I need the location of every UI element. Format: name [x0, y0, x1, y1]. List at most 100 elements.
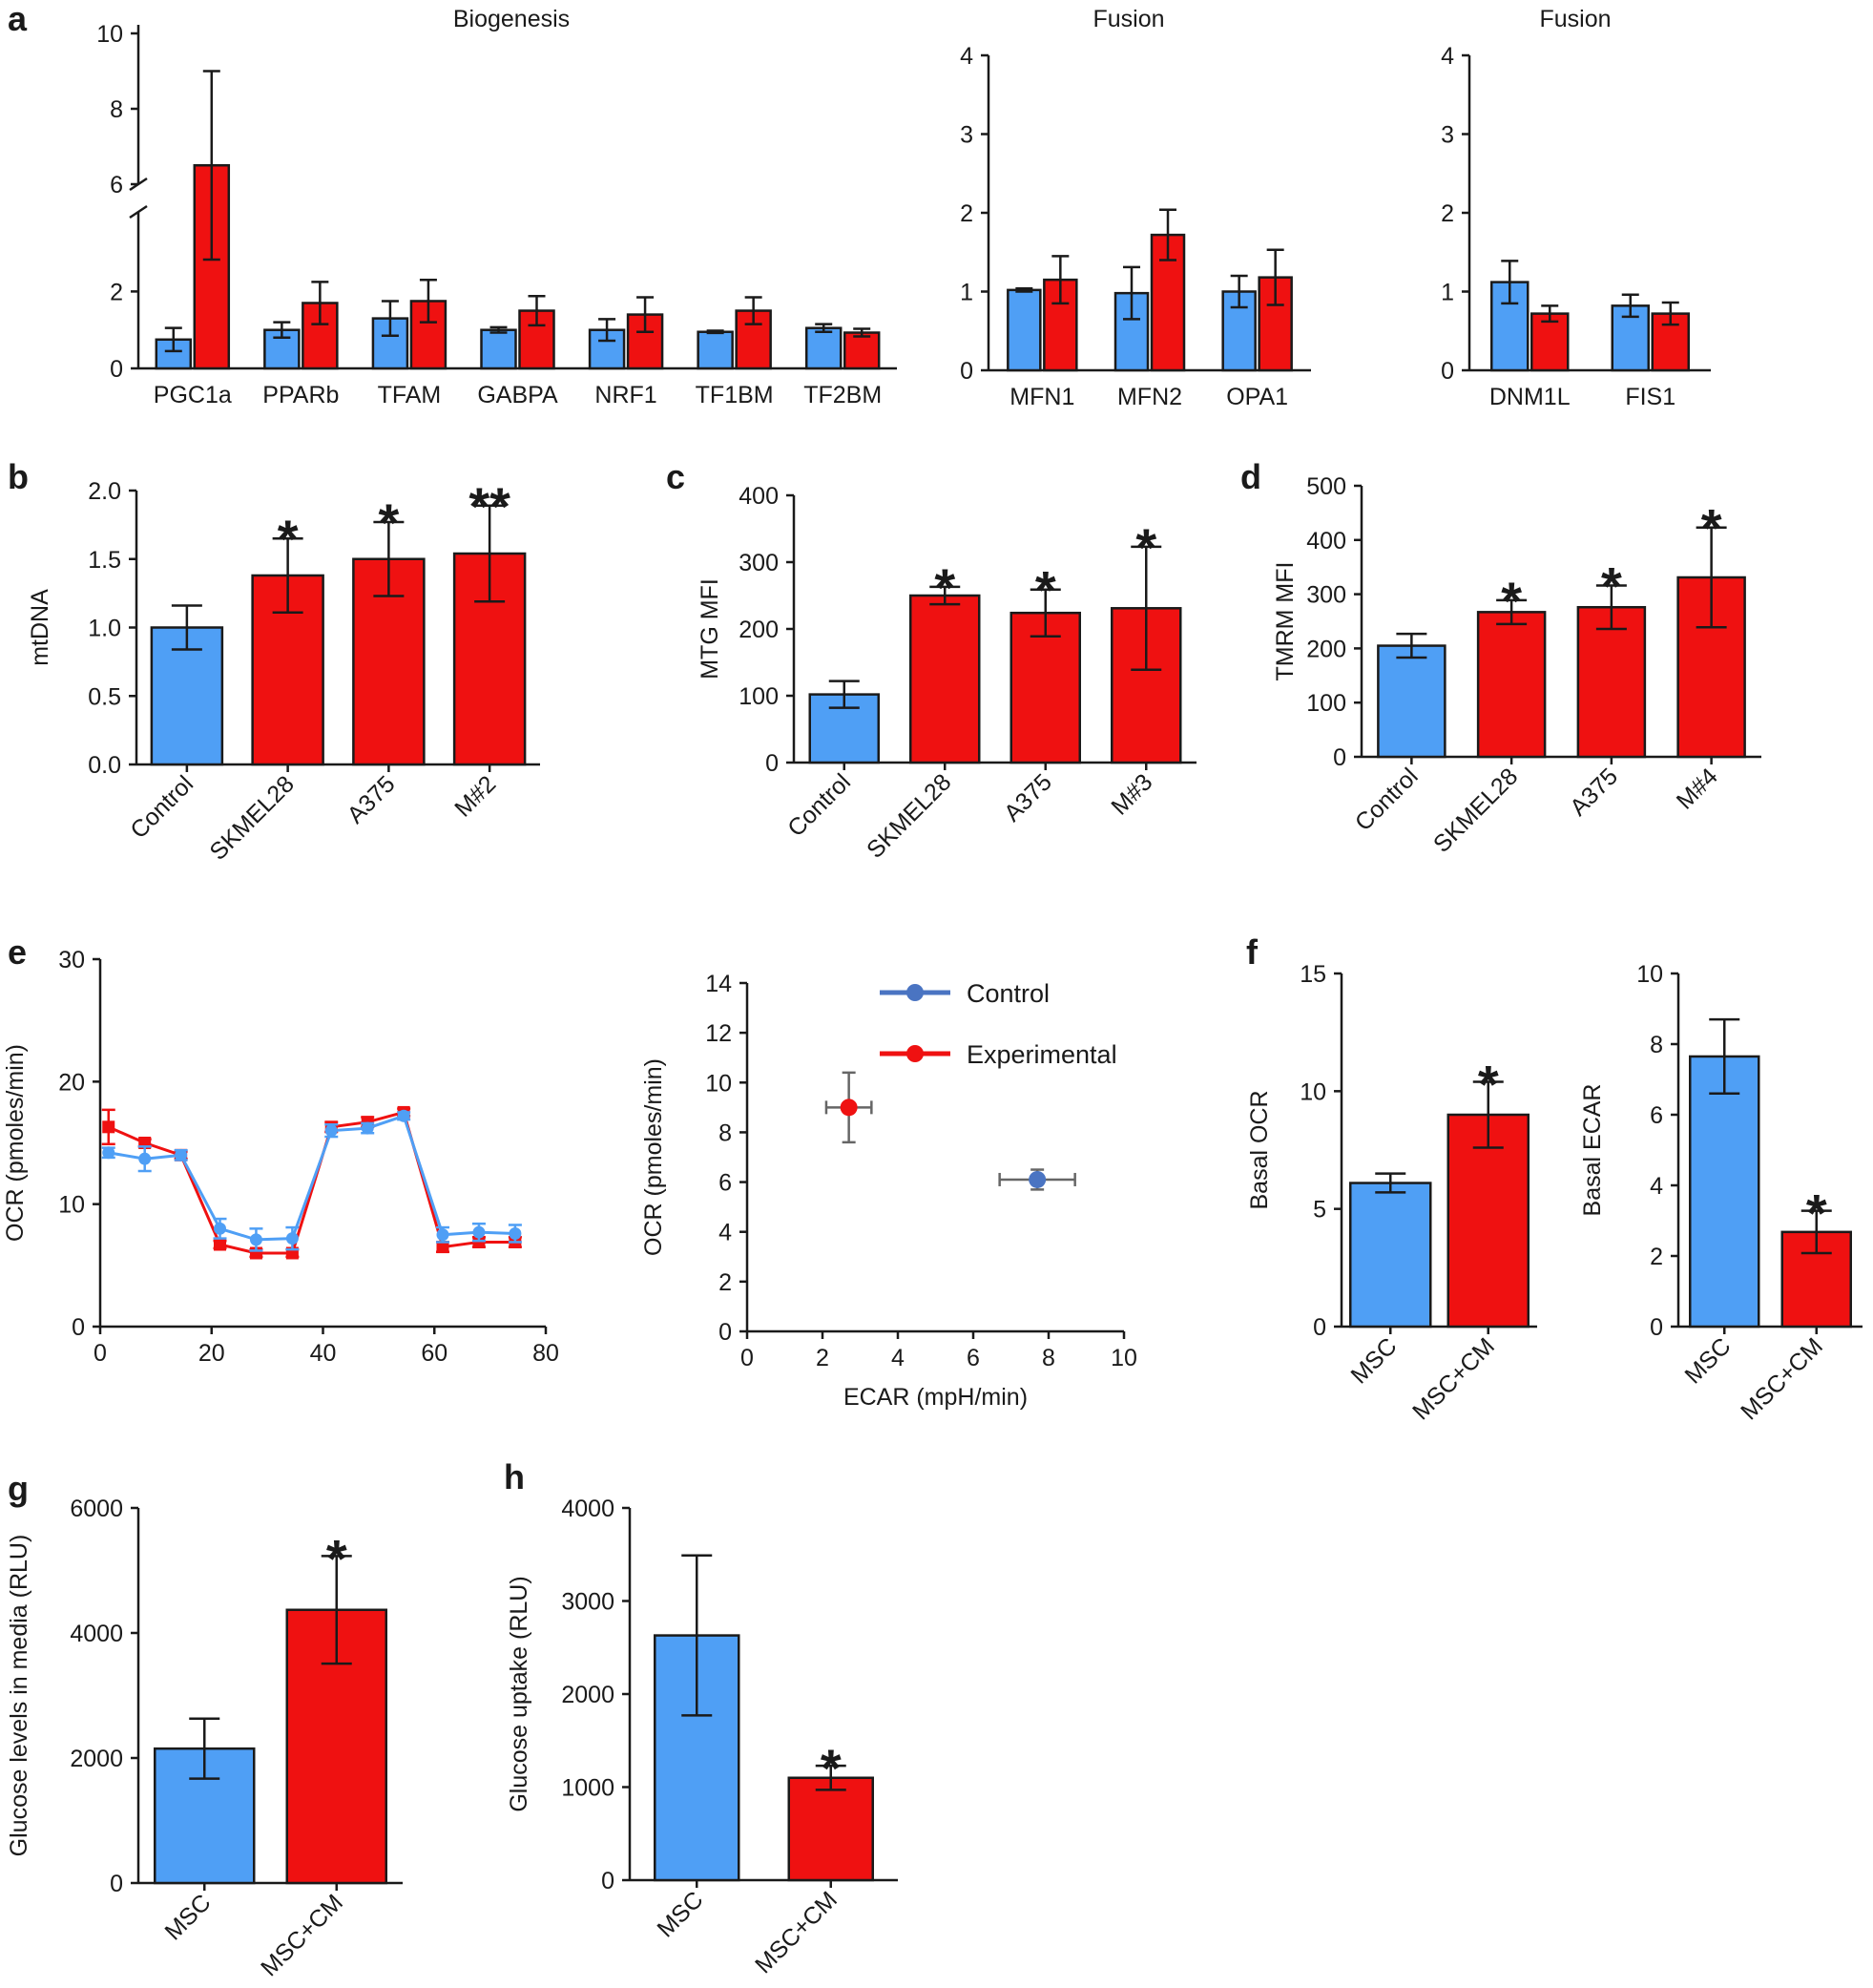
control-point	[214, 1222, 227, 1235]
x-tick-label: A375	[999, 768, 1057, 827]
y-tick-label: 0	[1650, 1314, 1663, 1341]
legend-label: Experimental	[967, 1040, 1117, 1069]
experimental-point	[840, 1099, 858, 1117]
y-tick-label: 10	[1636, 961, 1663, 988]
control-point	[1029, 1170, 1047, 1188]
y-tick-label: 2	[718, 1269, 732, 1296]
y-tick-label: 4000	[70, 1621, 123, 1647]
y-tick-label: 0	[1441, 358, 1454, 385]
x-tick-label: 0	[740, 1345, 754, 1371]
y-tick-label: 0	[960, 358, 973, 385]
y-tick-label: 0	[765, 750, 779, 777]
significance-star: *	[1701, 498, 1722, 558]
y-tick-label: 300	[1306, 582, 1346, 609]
y-tick-label: 400	[739, 483, 779, 510]
x-tick-label: MFN2	[1117, 384, 1182, 410]
experimental-bar	[843, 331, 881, 370]
significance-star: *	[821, 1738, 842, 1798]
x-tick-label: DNM1L	[1489, 384, 1571, 410]
y-axis-label: Basal OCR	[1246, 1090, 1273, 1209]
x-tick-label: SKMEL28	[1428, 763, 1523, 857]
y-tick-label: 300	[739, 550, 779, 576]
y-tick-label: 4	[960, 43, 973, 70]
y-tick-label: 0	[110, 356, 123, 383]
x-tick-label: MSC+CM	[1407, 1332, 1500, 1425]
x-tick-label: 6	[967, 1345, 980, 1371]
control-point	[138, 1152, 152, 1165]
x-tick-label: SKMEL28	[862, 768, 956, 863]
control-bar	[804, 326, 843, 370]
y-axis-label: OCR (pmoles/min)	[2, 1044, 29, 1242]
panel-title: Fusion	[1539, 6, 1611, 32]
y-tick-label: 2	[1650, 1244, 1663, 1270]
y-tick-label: 1.5	[88, 547, 121, 574]
x-tick-label: 80	[532, 1340, 559, 1367]
experimental-bar	[787, 1776, 874, 1882]
control-bar	[480, 328, 517, 370]
panel-letter-c: c	[666, 457, 685, 496]
x-tick-label: TFAM	[378, 382, 442, 408]
x-tick-label: 0	[94, 1340, 107, 1367]
x-tick-label: MSC	[159, 1889, 216, 1945]
y-tick-label: 2.0	[88, 478, 121, 505]
y-tick-label: 200	[1306, 636, 1346, 662]
x-tick-label: 60	[421, 1340, 447, 1367]
y-tick-label: 10	[58, 1192, 85, 1219]
x-tick-label: MFN1	[1009, 384, 1074, 410]
y-tick-label: 200	[739, 617, 779, 643]
y-tick-label: 6	[110, 172, 123, 199]
x-tick-label: TF1BM	[696, 382, 774, 408]
significance-star: *	[1601, 556, 1622, 617]
experimental-point	[436, 1241, 449, 1254]
x-tick-label: MSC+CM	[256, 1889, 348, 1981]
y-tick-label: 14	[705, 971, 732, 997]
x-tick-label: M#2	[449, 770, 501, 822]
legend-marker	[906, 984, 924, 1001]
x-tick-label: 40	[310, 1340, 337, 1367]
y-tick-label: 0.5	[88, 683, 121, 710]
x-tick-label: Control	[125, 770, 198, 844]
y-tick-label: 2	[110, 279, 123, 305]
x-axis-label: ECAR (mpH/min)	[843, 1384, 1028, 1411]
experimental-bar	[909, 594, 981, 764]
y-tick-label: 4	[1650, 1173, 1663, 1200]
y-tick-label: 100	[1306, 690, 1346, 717]
significance-star: *	[1035, 560, 1056, 620]
y-tick-label: 0	[718, 1319, 732, 1346]
control-point	[249, 1233, 262, 1246]
y-tick-label: 0	[72, 1314, 85, 1341]
y-tick-label: 0	[601, 1868, 614, 1894]
control-bar	[1377, 644, 1446, 759]
y-tick-label: 20	[58, 1069, 85, 1096]
y-tick-label: 1	[960, 280, 973, 306]
x-tick-label: MSC+CM	[1736, 1332, 1828, 1425]
x-tick-label: 10	[1111, 1345, 1137, 1371]
x-tick-label: GABPA	[477, 382, 558, 408]
y-tick-label: 400	[1306, 528, 1346, 555]
y-tick-label: 6	[1650, 1102, 1663, 1129]
y-tick-label: 12	[705, 1020, 732, 1047]
x-tick-label: OPA1	[1226, 384, 1288, 410]
experimental-bar	[1576, 605, 1647, 759]
control-point	[285, 1232, 299, 1245]
y-axis-label: TMRM MFI	[1272, 562, 1299, 681]
panel-letter-h: h	[504, 1457, 525, 1496]
control-point	[436, 1228, 449, 1242]
y-tick-label: 1.0	[88, 616, 121, 642]
y-tick-label: 2	[960, 200, 973, 227]
experimental-point	[102, 1120, 115, 1134]
control-point	[361, 1121, 374, 1135]
significance-star: *	[1501, 571, 1522, 631]
panel-letter-a: a	[8, 0, 28, 38]
x-tick-label: A375	[1565, 763, 1623, 821]
y-tick-label: 0	[1313, 1314, 1326, 1341]
significance-star: *	[934, 557, 955, 617]
y-tick-label: 500	[1306, 473, 1346, 500]
x-tick-label: SKMEL28	[204, 770, 299, 865]
control-point	[175, 1148, 188, 1161]
control-series-line	[108, 1114, 515, 1242]
significance-star: *	[378, 492, 399, 553]
y-tick-label: 6	[718, 1170, 732, 1197]
panel-letter-b: b	[8, 457, 29, 496]
